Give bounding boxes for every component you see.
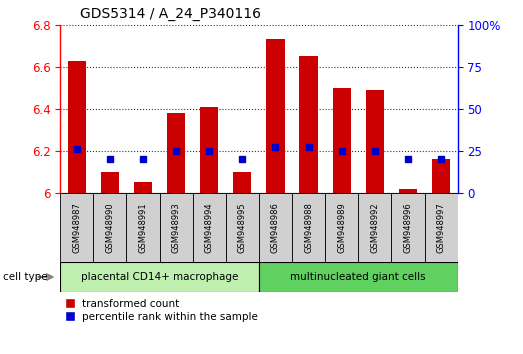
Text: GSM948986: GSM948986 xyxy=(271,202,280,253)
Bar xyxy=(60,193,93,262)
Bar xyxy=(399,189,417,193)
Bar xyxy=(325,193,358,262)
Bar xyxy=(259,193,292,262)
Bar xyxy=(200,107,218,193)
Bar xyxy=(292,193,325,262)
Text: GSM948993: GSM948993 xyxy=(172,202,180,253)
Text: GSM948992: GSM948992 xyxy=(370,202,379,253)
Bar xyxy=(67,61,86,193)
Bar xyxy=(300,56,317,193)
Bar xyxy=(259,262,458,292)
Text: GSM948997: GSM948997 xyxy=(437,202,446,253)
Text: GSM948991: GSM948991 xyxy=(139,202,147,253)
Bar xyxy=(358,193,391,262)
Bar xyxy=(134,182,152,193)
Bar xyxy=(160,193,192,262)
Text: GSM948994: GSM948994 xyxy=(204,202,214,253)
Text: placental CD14+ macrophage: placental CD14+ macrophage xyxy=(81,272,238,282)
Bar xyxy=(432,159,450,193)
Text: GSM948996: GSM948996 xyxy=(403,202,413,253)
Bar xyxy=(226,193,259,262)
Text: GSM948995: GSM948995 xyxy=(238,202,247,253)
Bar xyxy=(167,113,185,193)
Bar xyxy=(192,193,226,262)
Bar xyxy=(425,193,458,262)
Text: GSM948988: GSM948988 xyxy=(304,202,313,253)
Text: GSM948987: GSM948987 xyxy=(72,202,81,253)
Bar xyxy=(101,172,119,193)
Bar xyxy=(266,40,285,193)
Text: cell type: cell type xyxy=(3,272,47,282)
Text: GSM948990: GSM948990 xyxy=(105,202,115,253)
Bar xyxy=(93,193,127,262)
Text: GDS5314 / A_24_P340116: GDS5314 / A_24_P340116 xyxy=(80,7,261,21)
Text: multinucleated giant cells: multinucleated giant cells xyxy=(290,272,426,282)
Bar xyxy=(391,193,425,262)
Legend: transformed count, percentile rank within the sample: transformed count, percentile rank withi… xyxy=(65,299,258,322)
Bar xyxy=(127,193,160,262)
Bar xyxy=(60,262,259,292)
Text: GSM948989: GSM948989 xyxy=(337,202,346,253)
Bar xyxy=(366,90,384,193)
Bar xyxy=(233,172,252,193)
Bar xyxy=(333,88,351,193)
